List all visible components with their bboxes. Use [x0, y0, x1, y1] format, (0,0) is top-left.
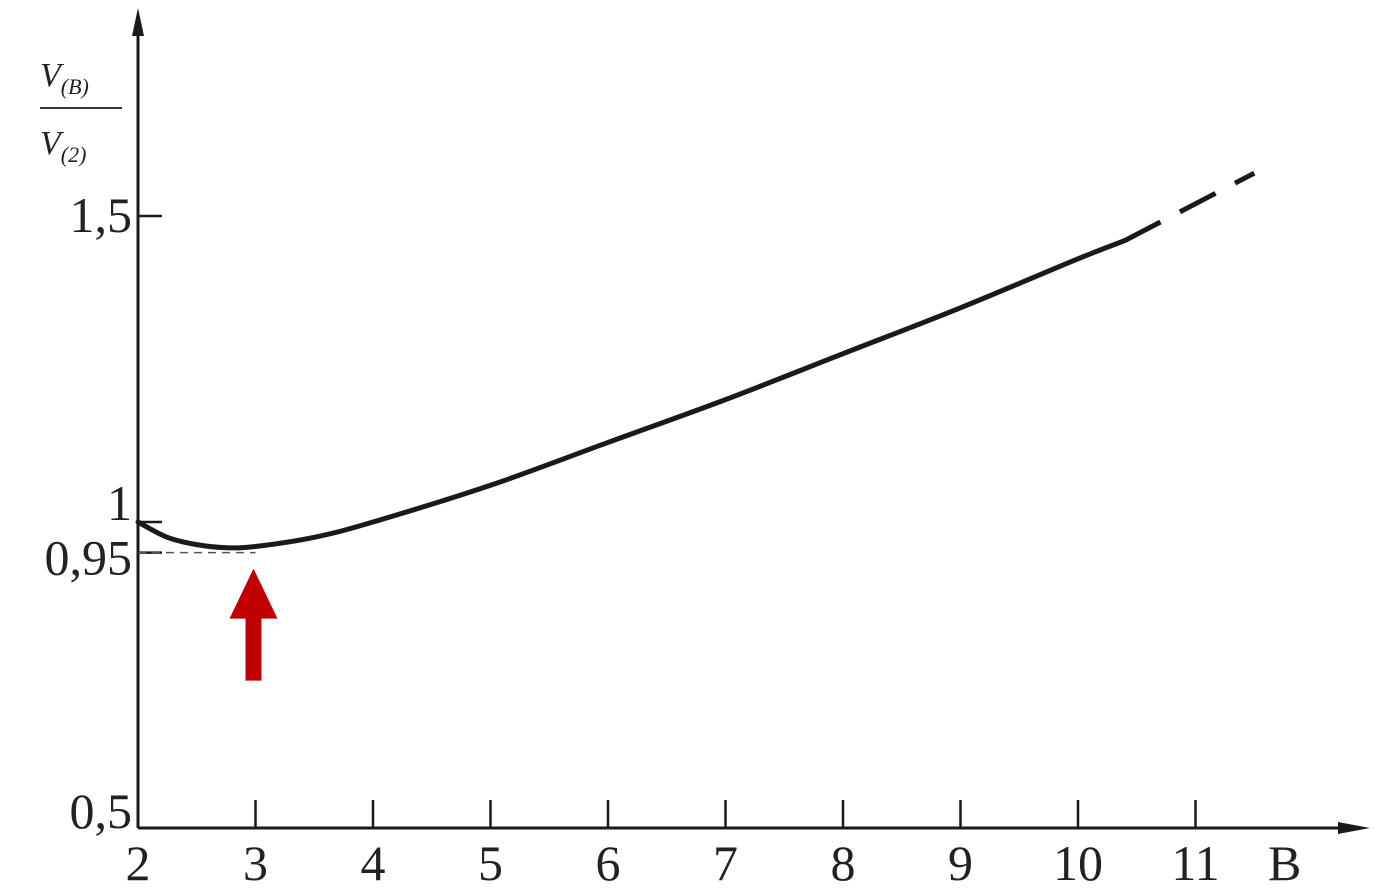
annotation-group [229, 568, 278, 681]
svg-text:V(2): V(2) [40, 125, 86, 167]
annotation-arrow-0 [229, 568, 278, 681]
series-group [135, 170, 1256, 551]
series-line-1-dashed [1123, 170, 1256, 243]
y-axis-title-denominator-sub: (2) [61, 142, 87, 167]
x-tick-label-4: 6 [596, 835, 621, 888]
x-tick-label-9: 11 [1171, 835, 1219, 888]
y-ticks: 0,5 0,951 1,5 [45, 187, 162, 839]
x-tick-label-6: 8 [831, 835, 856, 888]
series-line-0-solid [135, 237, 1128, 551]
x-tick-label-1: 3 [243, 835, 268, 888]
x-axis-arrowhead [1338, 822, 1370, 834]
x-tick-label-3: 5 [478, 835, 503, 888]
y-tick-label-1: 0,95 [45, 530, 133, 586]
y-tick-label-3: 1,5 [70, 187, 133, 243]
x-tick-label-8: 10 [1053, 835, 1103, 888]
svg-text:V(B): V(B) [40, 57, 89, 99]
x-tick-label-5: 7 [713, 835, 738, 888]
y-axis-title-numerator-sub: (B) [61, 74, 89, 99]
x-tick-label-7: 9 [948, 835, 973, 888]
axes [132, 8, 1370, 834]
x-tick-label-0: 2 [126, 835, 151, 888]
y-axis-arrowhead [132, 8, 144, 36]
y-tick-label-2: 1 [107, 475, 132, 531]
x-tick-label-2: 4 [361, 835, 386, 888]
x-axis-title: B [1268, 835, 1301, 888]
y-tick-label-0: 0,5 [70, 783, 133, 839]
y-axis-title: V(B) V(2) [40, 57, 122, 167]
x-ticks: 2 3 4 5 6 7 8 9 10 11 [126, 800, 1220, 888]
